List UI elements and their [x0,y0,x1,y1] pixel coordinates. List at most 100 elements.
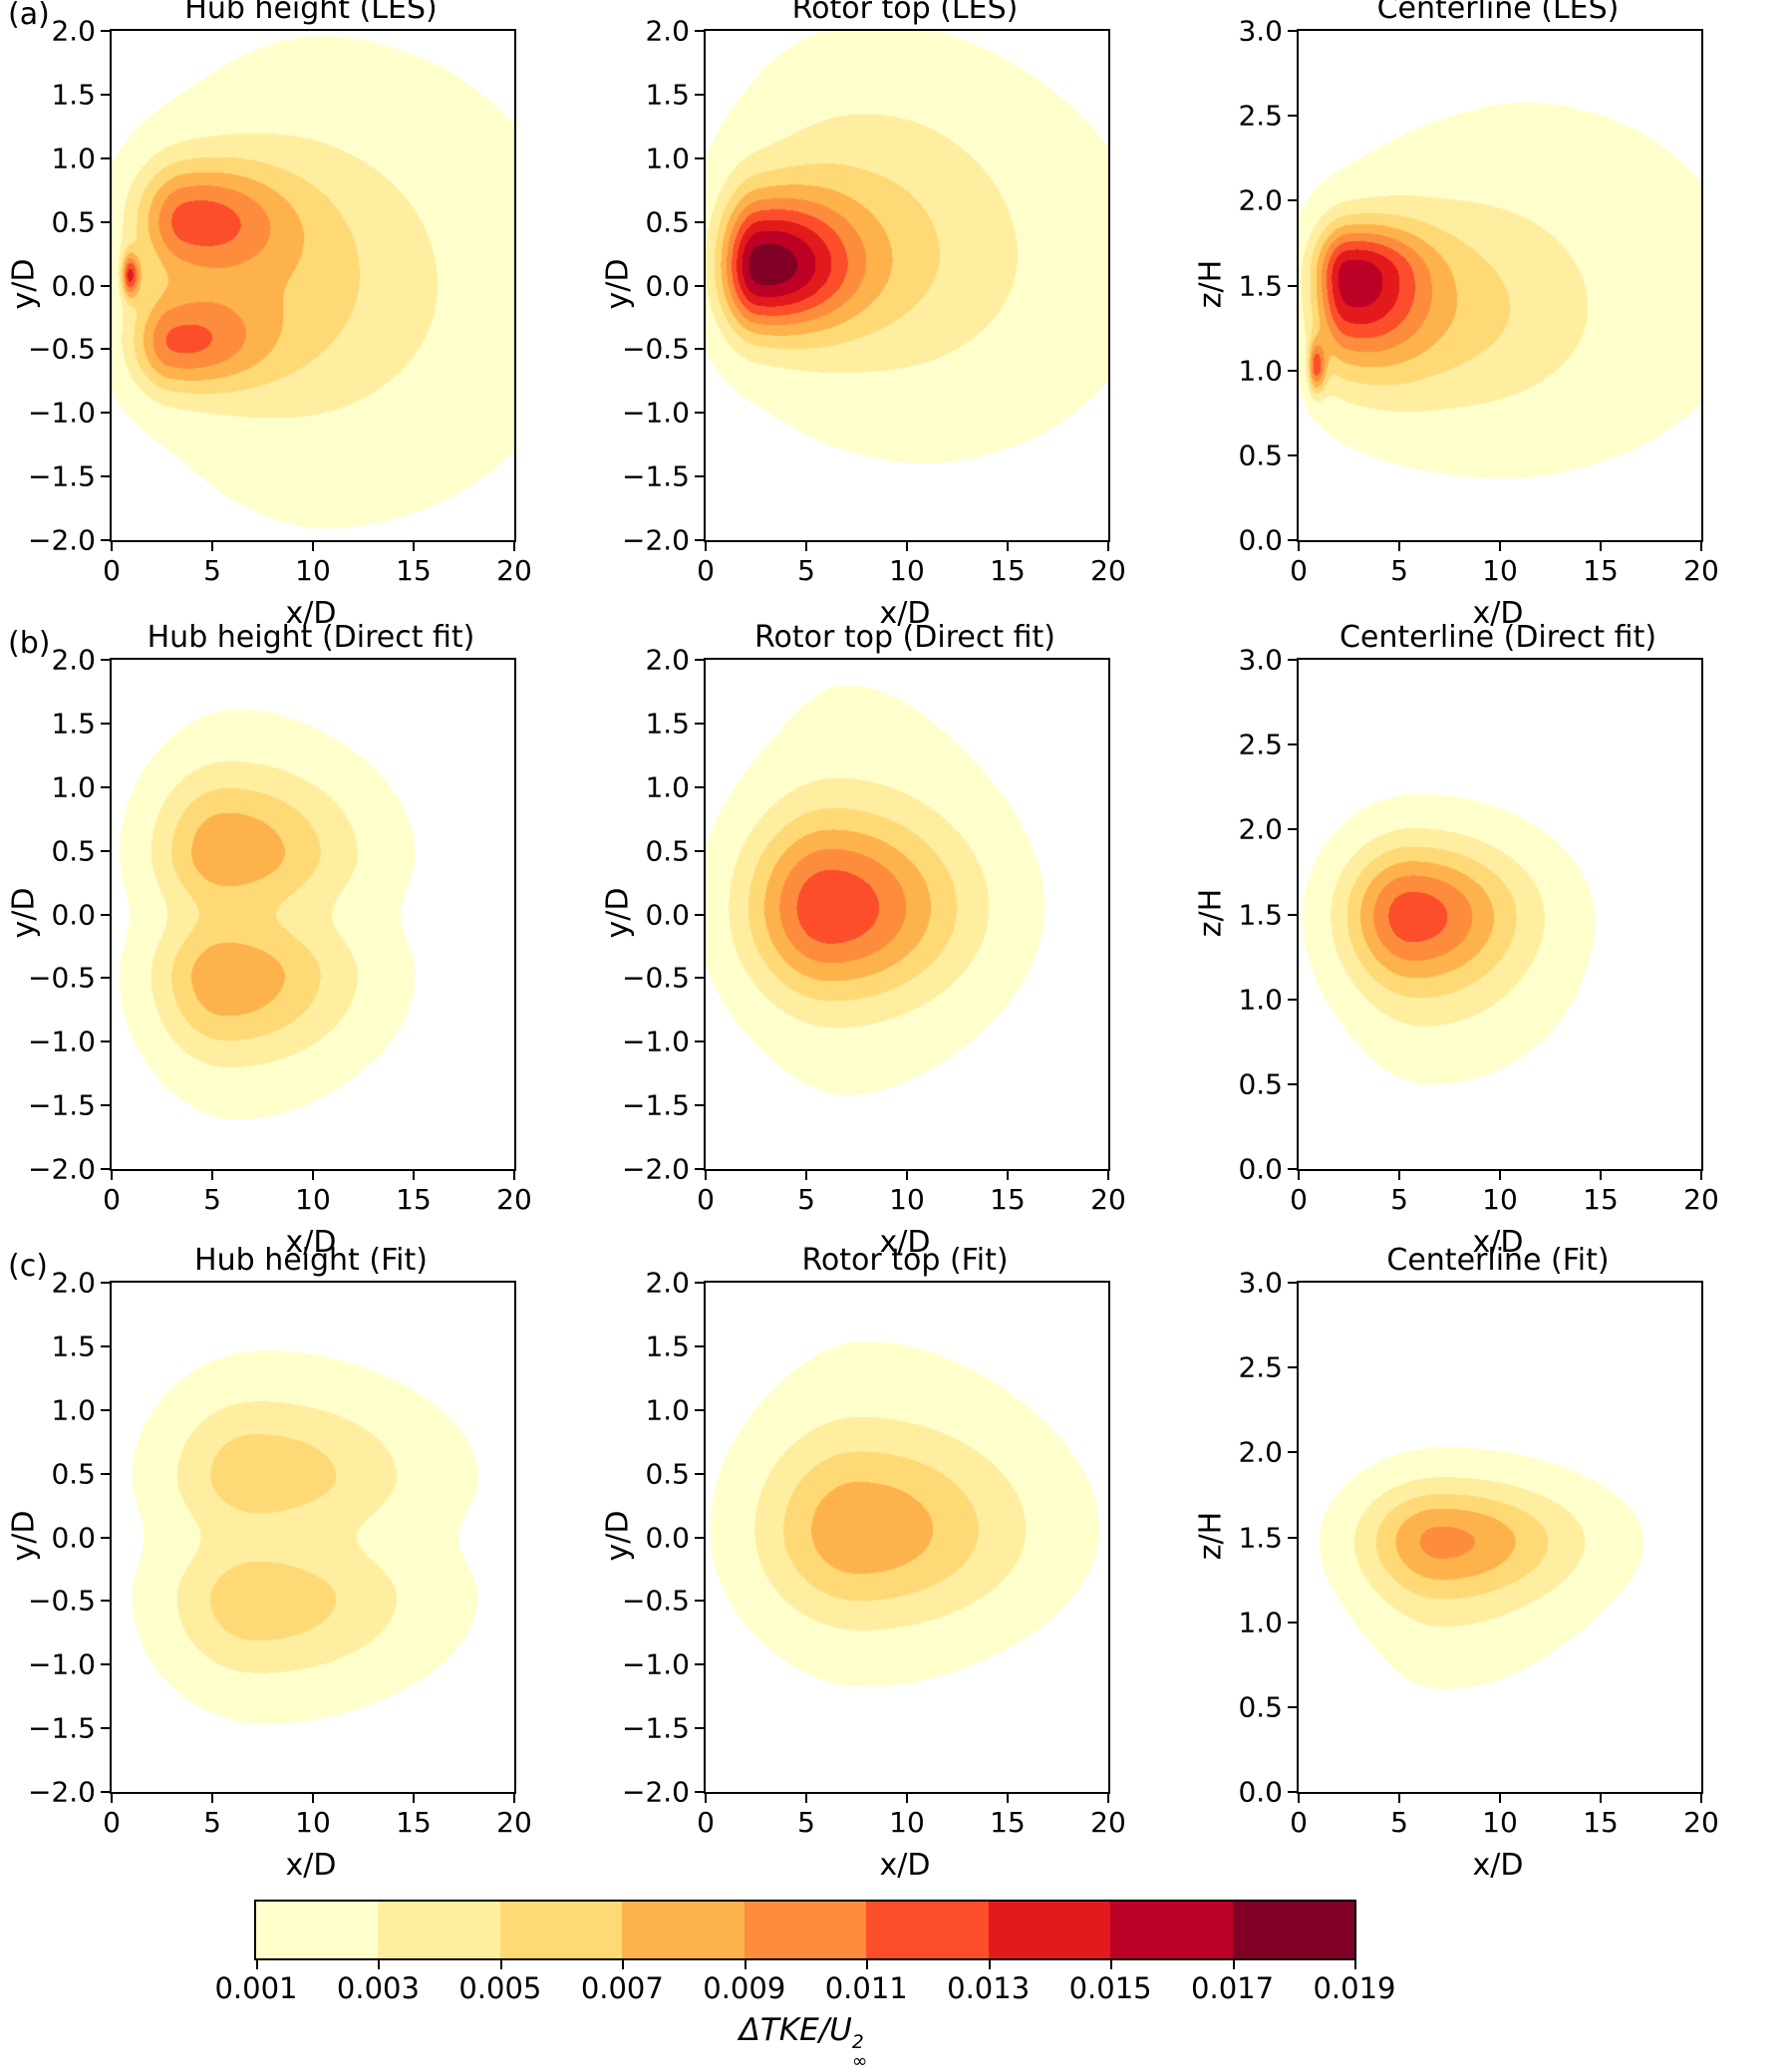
y-tick-label-hub-height-direct-fit: 1.0 [51,770,96,804]
y-tick-hub-height-les [101,30,110,32]
y-tick-hub-height-fit [101,1791,110,1793]
x-tick-label-rotor-top-les: 5 [797,554,815,587]
y-tick-rotor-top-direct-fit [695,659,704,661]
y-tick-label-hub-height-direct-fit: −2.0 [28,1152,96,1186]
x-axis-label-rotor-top-direct-fit: x/D [879,1225,931,1260]
y-tick-centerline-les [1288,453,1297,456]
y-tick-rotor-top-fit [695,1472,704,1475]
y-tick-rotor-top-fit [695,1344,704,1347]
x-tick-rotor-top-direct-fit [1107,1171,1109,1180]
y-tick-label-centerline-direct-fit: 2.0 [1238,812,1283,846]
y-tick-hub-height-direct-fit [101,913,110,916]
y-tick-centerline-les [1288,115,1297,118]
y-tick-label-hub-height-les: 0.0 [51,269,96,302]
x-tick-hub-height-fit [312,1794,314,1803]
x-tick-label-centerline-direct-fit: 20 [1683,1183,1719,1216]
y-axis-label-rotor-top-les: y/D [600,258,636,309]
x-tick-centerline-les [1700,542,1702,551]
y-tick-hub-height-fit [101,1344,110,1347]
y-tick-centerline-fit [1288,1621,1297,1624]
y-tick-hub-height-les [101,475,110,478]
y-tick-label-centerline-les: 1.0 [1238,354,1283,388]
contour-canvas-hub-height-les [112,31,514,540]
panel-centerline-direct-fit: Centerline (Direct fit) 0 5 10 15 20 3.0 2.5 2.0… [1194,620,1719,1260]
x-tick-centerline-fit [1499,1794,1501,1803]
y-tick-label-rotor-top-direct-fit: 0.5 [645,834,690,868]
x-tick-label-hub-height-direct-fit: 15 [396,1183,432,1216]
y-tick-label-rotor-top-direct-fit: 2.0 [645,643,690,677]
y-tick-rotor-top-les [695,30,704,32]
y-tick-label-hub-height-fit: 1.5 [51,1330,96,1363]
y-tick-rotor-top-fit [695,1727,704,1730]
x-tick-centerline-direct-fit [1398,1171,1400,1180]
x-tick-rotor-top-fit [906,1794,908,1803]
panel-hub-height-direct-fit: Hub height (Direct fit) (b) 0 5 10 15 20 2.0 1.5… [7,620,532,1260]
x-tick-label-centerline-les: 5 [1390,554,1408,587]
colorbar-segment-0.007 [622,1902,745,1958]
x-tick-label-centerline-fit: 5 [1390,1806,1408,1839]
x-tick-rotor-top-fit [805,1794,807,1803]
colorbar-tick [744,1960,746,1969]
contour-canvas-hub-height-fit [112,1283,514,1792]
x-tick-rotor-top-les [1107,542,1109,551]
y-tick-label-centerline-les: 3.0 [1238,14,1283,48]
axes-frame-rotor-top-direct-fit [704,658,1110,1171]
colorbar-tick-label: 0.015 [1068,1971,1152,2005]
x-tick-rotor-top-direct-fit [1007,1171,1009,1180]
axes-frame-centerline-fit [1297,1281,1703,1794]
y-tick-label-centerline-direct-fit: 0.5 [1238,1067,1283,1101]
x-tick-label-rotor-top-direct-fit: 0 [697,1183,715,1216]
x-tick-centerline-les [1600,542,1602,551]
y-axis-label-centerline-les: z/H [1193,259,1229,308]
axes-frame-hub-height-fit [110,1281,516,1794]
y-tick-label-rotor-top-les: −1.0 [622,396,690,430]
x-tick-hub-height-direct-fit [513,1171,515,1180]
y-tick-rotor-top-fit [695,1536,704,1539]
y-tick-label-hub-height-direct-fit: −1.5 [28,1088,96,1122]
x-tick-label-hub-height-fit: 15 [396,1806,432,1839]
y-tick-label-centerline-fit: 0.5 [1238,1690,1283,1724]
panel-hub-height-les: Hub height (LES) (a) 0 5 10 15 20 2.0 1.5 1.0 0.5 0… [7,0,532,631]
x-tick-label-rotor-top-fit: 20 [1090,1806,1126,1839]
x-axis-label-centerline-direct-fit: x/D [1472,1225,1524,1260]
y-tick-label-centerline-direct-fit: 1.0 [1238,983,1283,1017]
y-tick-label-hub-height-direct-fit: 1.5 [51,707,96,740]
x-tick-label-rotor-top-direct-fit: 15 [990,1183,1026,1216]
x-tick-label-rotor-top-les: 20 [1090,554,1126,587]
x-tick-label-hub-height-fit: 20 [496,1806,532,1839]
y-tick-rotor-top-fit [695,1600,704,1603]
colorbar-tick [622,1960,625,1969]
x-tick-label-centerline-direct-fit: 10 [1482,1183,1518,1216]
y-tick-centerline-direct-fit [1288,913,1297,916]
x-tick-label-rotor-top-les: 0 [697,554,715,587]
x-tick-centerline-fit [1398,1794,1400,1803]
contour-canvas-centerline-les [1299,31,1701,540]
y-tick-hub-height-direct-fit [101,1168,110,1170]
x-axis-label-hub-height-les: x/D [285,596,337,631]
contour-canvas-hub-height-direct-fit [112,660,514,1169]
panel-title-hub-height-fit: Hub height (Fit) [194,1243,428,1278]
x-tick-label-rotor-top-direct-fit: 5 [797,1183,815,1216]
axes-frame-rotor-top-fit [704,1281,1110,1794]
y-tick-label-hub-height-les: −1.5 [28,459,96,493]
x-tick-rotor-top-les [906,542,908,551]
y-tick-hub-height-les [101,156,110,159]
y-tick-hub-height-fit [101,1600,110,1603]
y-tick-rotor-top-les [695,348,704,351]
y-tick-centerline-fit [1288,1451,1297,1454]
y-tick-label-centerline-les: 2.0 [1238,183,1283,217]
y-tick-label-rotor-top-fit: 1.5 [645,1330,690,1363]
y-tick-hub-height-fit [101,1727,110,1730]
colorbar-tick [988,1960,991,1969]
y-tick-rotor-top-direct-fit [695,1104,704,1107]
contour-canvas-rotor-top-les [706,31,1108,540]
x-tick-label-hub-height-direct-fit: 0 [103,1183,121,1216]
colorbar-tick-label: 0.013 [947,1971,1031,2005]
x-tick-label-rotor-top-fit: 0 [697,1806,715,1839]
y-tick-label-centerline-les: 0.0 [1238,523,1283,557]
x-tick-label-rotor-top-fit: 10 [889,1806,925,1839]
colorbar-tick-label: 0.019 [1313,1971,1396,2005]
x-tick-label-hub-height-les: 10 [295,554,331,587]
y-tick-hub-height-direct-fit [101,1104,110,1107]
y-tick-hub-height-fit [101,1282,110,1284]
